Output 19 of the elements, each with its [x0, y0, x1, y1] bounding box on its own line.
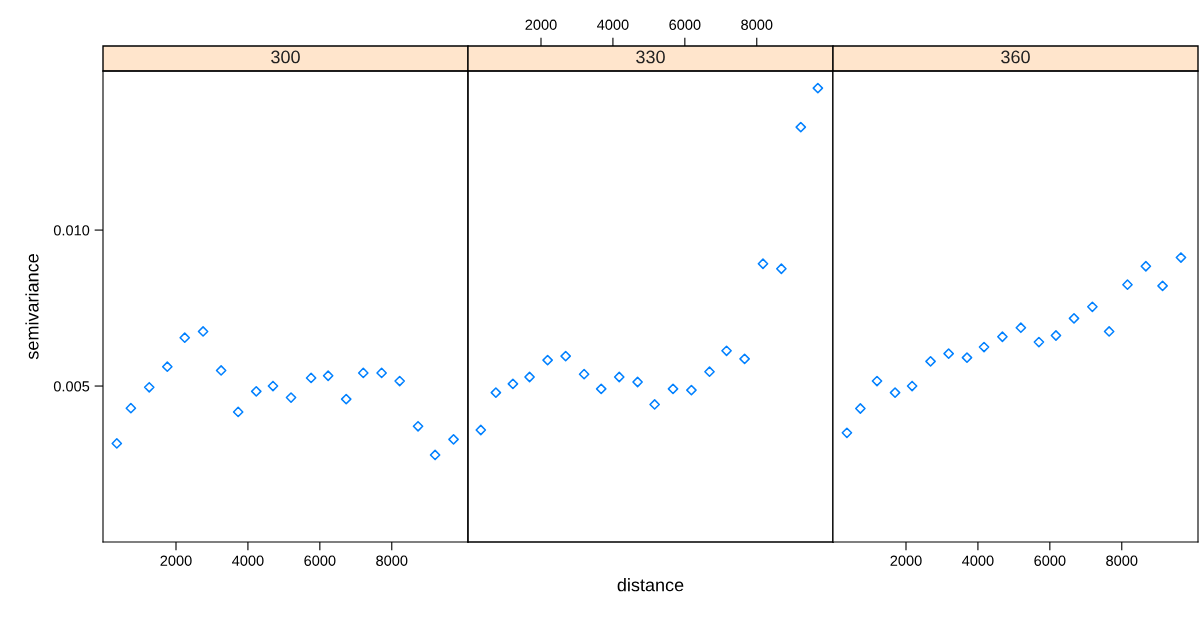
- x-tick-label: 4000: [962, 555, 994, 566]
- chart-title: 360: [1001, 50, 1030, 64]
- x2-tick-label: 2000: [525, 19, 557, 30]
- y-tick-label: 0.010: [53, 225, 90, 236]
- x-tick-label: 4000: [232, 555, 264, 566]
- y-tick-label: 0.005: [53, 381, 90, 392]
- x-tick-label: 8000: [1106, 555, 1138, 566]
- x-tick-label: 6000: [304, 555, 336, 566]
- x-tick-label: 6000: [1034, 555, 1066, 566]
- chart-title: 330: [636, 50, 665, 64]
- y-axis-title: semivariance: [25, 254, 39, 360]
- x2-tick-label: 4000: [597, 19, 629, 30]
- x-axis-title: distance: [617, 578, 684, 592]
- x-tick-label: 2000: [160, 555, 192, 566]
- x2-tick-label: 6000: [669, 19, 701, 30]
- x2-tick-label: 8000: [741, 19, 773, 30]
- chart-title: 300: [271, 50, 300, 64]
- x-tick-label: 8000: [376, 555, 408, 566]
- x-tick-label: 2000: [890, 555, 922, 566]
